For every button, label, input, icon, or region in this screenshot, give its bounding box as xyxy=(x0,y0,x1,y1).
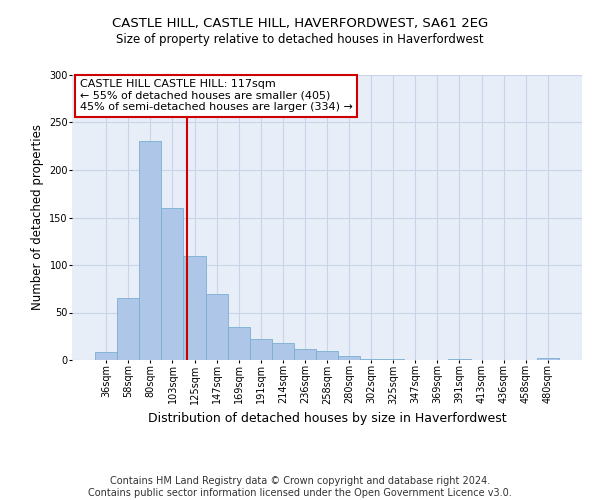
Text: CASTLE HILL, CASTLE HILL, HAVERFORDWEST, SA61 2EG: CASTLE HILL, CASTLE HILL, HAVERFORDWEST,… xyxy=(112,18,488,30)
Bar xyxy=(161,208,184,360)
X-axis label: Distribution of detached houses by size in Haverfordwest: Distribution of detached houses by size … xyxy=(148,412,506,425)
Y-axis label: Number of detached properties: Number of detached properties xyxy=(31,124,44,310)
Bar xyxy=(206,294,227,360)
Bar xyxy=(448,359,470,360)
Bar xyxy=(360,359,382,360)
Bar xyxy=(272,343,294,360)
Bar xyxy=(294,348,316,360)
Bar xyxy=(95,352,117,360)
Text: CASTLE HILL CASTLE HILL: 117sqm
← 55% of detached houses are smaller (405)
45% o: CASTLE HILL CASTLE HILL: 117sqm ← 55% of… xyxy=(80,80,353,112)
Bar xyxy=(316,350,338,360)
Bar xyxy=(338,356,360,360)
Bar xyxy=(537,358,559,360)
Text: Size of property relative to detached houses in Haverfordwest: Size of property relative to detached ho… xyxy=(116,32,484,46)
Text: Contains HM Land Registry data © Crown copyright and database right 2024.
Contai: Contains HM Land Registry data © Crown c… xyxy=(88,476,512,498)
Bar xyxy=(250,339,272,360)
Bar xyxy=(117,298,139,360)
Bar xyxy=(382,359,404,360)
Bar xyxy=(184,256,206,360)
Bar xyxy=(227,327,250,360)
Bar xyxy=(139,142,161,360)
